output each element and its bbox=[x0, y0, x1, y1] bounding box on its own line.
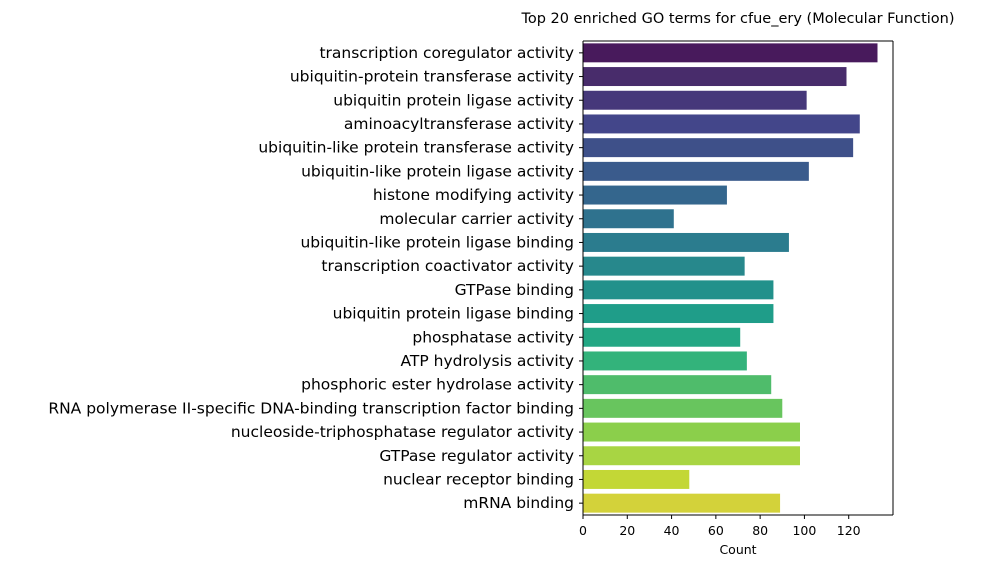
category-label: ubiquitin-like protein ligase binding bbox=[300, 233, 574, 251]
x-tick-label: 60 bbox=[708, 523, 724, 538]
category-label: mRNA binding bbox=[463, 494, 574, 512]
category-label: ATP hydrolysis activity bbox=[401, 352, 575, 370]
category-label: transcription coregulator activity bbox=[319, 44, 574, 62]
x-tick-label: 20 bbox=[619, 523, 635, 538]
bar bbox=[583, 43, 878, 63]
category-label: GTPase regulator activity bbox=[379, 447, 574, 465]
bar bbox=[583, 209, 674, 229]
bar bbox=[583, 327, 741, 347]
category-label: ubiquitin-like protein transferase activ… bbox=[258, 139, 574, 157]
bar bbox=[583, 446, 800, 466]
bar bbox=[583, 90, 807, 110]
bar bbox=[583, 114, 860, 134]
bar bbox=[583, 138, 854, 158]
category-label: histone modifying activity bbox=[373, 186, 574, 204]
bar bbox=[583, 280, 774, 300]
chart-title: Top 20 enriched GO terms for cfue_ery (M… bbox=[520, 11, 954, 27]
category-label: ubiquitin-protein transferase activity bbox=[290, 68, 574, 86]
bar bbox=[583, 161, 809, 181]
bar bbox=[583, 422, 800, 442]
category-label: RNA polymerase II-specific DNA-binding t… bbox=[48, 399, 574, 417]
category-label: phosphatase activity bbox=[412, 328, 574, 346]
category-label: molecular carrier activity bbox=[379, 210, 574, 228]
category-label: ubiquitin protein ligase activity bbox=[333, 91, 574, 109]
x-tick-label: 120 bbox=[837, 523, 861, 538]
category-label: nuclear receptor binding bbox=[383, 470, 574, 488]
bar bbox=[583, 232, 789, 252]
axes: 0 20 40 60 80 100 120 bbox=[579, 40, 894, 538]
bars-layer bbox=[583, 43, 878, 513]
bar bbox=[583, 375, 772, 395]
category-label: nucleoside-triphosphatase regulator acti… bbox=[231, 423, 574, 441]
category-label: transcription coactivator activity bbox=[321, 257, 574, 275]
x-tick-label: 80 bbox=[752, 523, 768, 538]
x-tick-label: 40 bbox=[664, 523, 680, 538]
x-axis-title: Count bbox=[719, 542, 756, 557]
category-label: ubiquitin-like protein ligase activity bbox=[301, 162, 574, 180]
x-tick-label: 100 bbox=[792, 523, 816, 538]
bar bbox=[583, 493, 781, 513]
x-tick-label: 0 bbox=[579, 523, 587, 538]
bar bbox=[583, 469, 690, 489]
category-label: ubiquitin protein ligase binding bbox=[333, 305, 574, 323]
bar bbox=[583, 256, 745, 276]
category-label: aminoacyltransferase activity bbox=[344, 115, 574, 133]
bar bbox=[583, 304, 774, 324]
category-label: phosphoric ester hydrolase activity bbox=[301, 376, 574, 394]
bar bbox=[583, 67, 847, 87]
category-labels: transcription coregulator activity ubiqui… bbox=[48, 44, 574, 512]
bar bbox=[583, 351, 747, 371]
category-label: GTPase binding bbox=[455, 281, 574, 299]
bar bbox=[583, 185, 727, 205]
bar bbox=[583, 398, 783, 418]
